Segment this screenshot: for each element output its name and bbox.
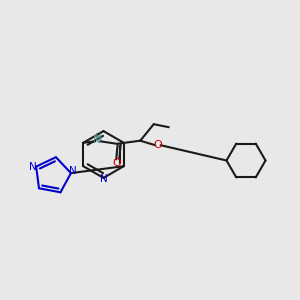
Text: O: O (113, 158, 122, 168)
Text: O: O (153, 140, 162, 151)
Text: N: N (29, 162, 37, 172)
Text: H: H (94, 133, 102, 143)
Text: N: N (100, 174, 107, 184)
Text: N: N (69, 166, 76, 176)
Text: N: N (93, 135, 100, 146)
